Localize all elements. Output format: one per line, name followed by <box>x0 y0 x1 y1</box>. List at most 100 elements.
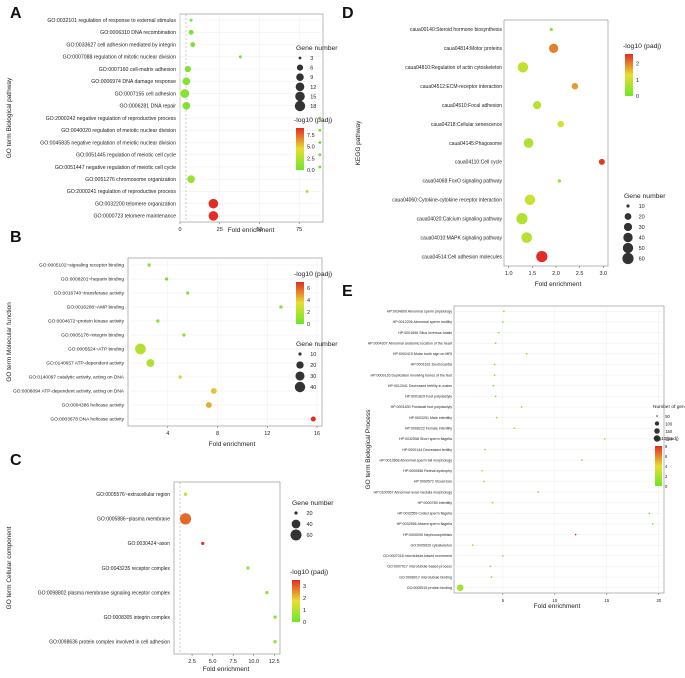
category-label: GO:0043235 receptor complex <box>102 566 171 572</box>
size-legend-label: 40 <box>310 385 316 391</box>
category-label: HP:0008222 Female infertility <box>405 427 452 431</box>
category-label: caua00140:Steroid hormone biosynthesis <box>410 27 503 33</box>
colorbar-tick-label: 0.0 <box>307 168 315 174</box>
x-axis-title: Fold enrichment <box>535 281 582 288</box>
data-point <box>178 375 182 379</box>
category-label: GO:0045835 negative regulation of meioti… <box>40 140 176 146</box>
category-label: GO:0098802 plasma membrane signaling rec… <box>38 590 171 596</box>
data-point <box>557 120 565 128</box>
category-label: HP:0012041 Decreased fertility in males <box>388 384 452 388</box>
chart-b: 4 8 12 16 GO:0005102~signaling receptor bind… <box>6 257 338 448</box>
data-point <box>495 416 498 419</box>
size-legend-label: 100 <box>665 422 673 427</box>
category-label: GO:0005524~ATP binding <box>68 347 124 353</box>
data-point <box>456 584 464 592</box>
data-point <box>532 101 542 110</box>
panel-label-e: E <box>342 283 353 300</box>
category-label: GO:0004386 helicase activity <box>62 403 125 409</box>
category-label: caua04514:Cell adhesion molecules <box>422 254 503 260</box>
colorbar-tick-label: 3 <box>303 584 306 590</box>
size-legend-label: 20 <box>639 215 645 221</box>
size-legend-dot <box>623 222 633 232</box>
x-tick-label: 12 <box>264 431 270 437</box>
size-legend-label: 50 <box>639 246 645 252</box>
colorbar-tick-label: 5.0 <box>307 145 315 151</box>
category-label: HP:0100957 Abnormal renal medulla morpho… <box>373 490 452 494</box>
size-legend-dot <box>654 428 660 434</box>
data-point <box>210 387 217 395</box>
category-label: HP:0003251 Male infertility <box>409 416 452 420</box>
size-legend-dot <box>623 232 633 243</box>
category-label: GO:0008017 microtubule binding <box>399 575 452 579</box>
category-label: HP:0000789 Infertility <box>418 501 453 505</box>
panel-label-a: A <box>10 5 22 22</box>
data-point <box>190 42 196 48</box>
category-label: GO:0140097 catalytic activity, acting on… <box>29 375 125 381</box>
category-label: HP:0000090 Nephronophthisis <box>403 533 452 537</box>
category-label: GO:0008094 ATP-dependent activity, actin… <box>13 389 125 395</box>
size-legend-title: Gene number <box>296 45 338 52</box>
data-point <box>189 18 193 22</box>
category-label: GO:0000723 telomere maintenance <box>94 214 177 220</box>
size-legend-label: 30 <box>310 374 316 380</box>
chart-d: 1.0 1.5 2.0 2.5 3.0 caua00140:Steroid hormone… <box>355 19 666 288</box>
size-legend-label: 3 <box>310 56 313 62</box>
category-label: HP:0000556 Retinal dystrophy <box>403 469 452 473</box>
data-point <box>521 232 533 244</box>
data-point <box>156 319 160 323</box>
data-point <box>305 189 309 193</box>
data-point <box>188 29 194 35</box>
size-legend-label: 60 <box>307 533 313 539</box>
category-label: GO:0040020 regulation of meiotic nuclear… <box>61 128 176 134</box>
size-legend-dot <box>622 242 634 254</box>
y-axis-title: GO term Cellular component <box>6 526 13 609</box>
category-label: GO:0007155 cell adhesion <box>115 91 177 97</box>
x-tick-label: 7.5 <box>229 659 237 665</box>
size-legend-label: 6 <box>310 66 313 72</box>
category-label: GO:0004672~protein kinase activity <box>48 319 125 325</box>
category-label: GO:0006310 DNA recombination <box>100 30 176 36</box>
colorbar-tick-label: 2 <box>307 310 310 316</box>
size-legend-label: 20 <box>310 363 316 369</box>
colorbar-tick-label: 0 <box>636 94 639 100</box>
size-legend-label: 30 <box>639 225 645 231</box>
size-legend-label: 50 <box>665 414 670 419</box>
category-label: GO:0033627 cell adhesion mediated by int… <box>66 42 176 48</box>
data-point <box>517 61 529 73</box>
category-label: GO:0051276 chromosome organization <box>85 177 176 183</box>
data-point <box>603 437 606 440</box>
size-legend-dot <box>294 100 306 112</box>
size-legend-dot <box>295 91 305 102</box>
colorbar-title: -log10(padj) <box>653 436 679 442</box>
data-point <box>523 138 534 148</box>
category-label: HP:0001631 Dextrocardia <box>411 363 452 367</box>
category-label: caua04068:FoxO signaling pathway <box>423 179 503 185</box>
data-point <box>279 305 283 309</box>
data-point <box>548 43 559 54</box>
category-label: caua04060:Cytokine-cytokine receptor int… <box>392 198 502 204</box>
chart-c: 2.5 5.0 7.5 10.0 12.5 GO:0005576~extracellula… <box>6 481 334 673</box>
x-tick-label: 2.5 <box>188 659 196 665</box>
colorbar-tick-label: 6 <box>665 454 668 459</box>
category-label: GO:0051447 negative regulation of meioti… <box>55 165 176 171</box>
x-axis-title: Fold enrichment <box>534 603 581 610</box>
data-point <box>201 541 205 546</box>
data-point <box>208 210 219 221</box>
x-axis-title: Fold enrichment <box>209 441 256 448</box>
x-tick-label: 1.5 <box>529 271 537 277</box>
y-axis-title: GO term Biological pathway <box>6 77 13 158</box>
data-point <box>484 448 487 451</box>
x-tick-label: 10.0 <box>248 659 259 665</box>
data-point <box>185 291 190 295</box>
data-point <box>147 263 151 267</box>
category-label: HP:0001829 Foot polydactyly <box>405 395 452 399</box>
category-label: caua04814:Motor proteins <box>444 46 503 52</box>
x-tick-label: 4 <box>166 431 169 437</box>
size-legend-dot <box>298 352 302 356</box>
category-label: GO:0006281 DNA repair <box>119 104 176 110</box>
size-legend-dot <box>296 64 304 71</box>
size-legend-dot <box>653 435 661 442</box>
data-point <box>493 363 496 366</box>
data-point <box>182 77 191 86</box>
size-legend-label: 9 <box>310 75 313 81</box>
